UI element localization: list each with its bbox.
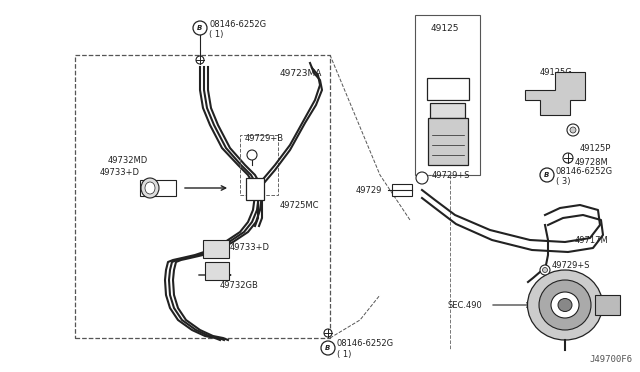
Text: 49732GB: 49732GB	[220, 280, 259, 289]
Text: ( 1): ( 1)	[209, 29, 223, 38]
Ellipse shape	[527, 270, 602, 340]
Text: 08146-6252G: 08146-6252G	[556, 167, 613, 176]
Circle shape	[570, 127, 576, 133]
Text: 49733+D: 49733+D	[230, 243, 270, 251]
Bar	[430, 103, 465, 118]
Bar	[205, 262, 229, 280]
Text: 49733+D: 49733+D	[100, 167, 140, 176]
Circle shape	[543, 267, 547, 273]
Bar	[595, 295, 620, 315]
Polygon shape	[525, 72, 585, 115]
Text: 49125G: 49125G	[540, 67, 573, 77]
Text: J49700F6: J49700F6	[589, 355, 632, 364]
Bar	[140, 180, 176, 196]
Bar	[427, 78, 469, 100]
Circle shape	[540, 168, 554, 182]
Ellipse shape	[539, 280, 591, 330]
Ellipse shape	[141, 178, 159, 198]
Text: 08146-6252G: 08146-6252G	[209, 19, 266, 29]
Text: B: B	[197, 25, 203, 31]
Bar	[240, 135, 278, 195]
Circle shape	[324, 329, 332, 337]
Text: 49725MC: 49725MC	[280, 201, 319, 209]
Circle shape	[247, 150, 257, 160]
Text: B: B	[544, 172, 550, 178]
Ellipse shape	[145, 182, 155, 194]
Text: 49717M: 49717M	[575, 235, 609, 244]
Bar	[203, 240, 229, 258]
Circle shape	[196, 56, 204, 64]
Text: 49729+B: 49729+B	[245, 134, 284, 142]
Bar	[246, 178, 264, 200]
Text: 49125P: 49125P	[580, 144, 611, 153]
Circle shape	[563, 153, 573, 163]
Circle shape	[321, 341, 335, 355]
Text: ( 1): ( 1)	[337, 350, 351, 359]
Bar	[75, 55, 330, 338]
Text: 49723MA: 49723MA	[280, 68, 323, 77]
Text: 49729+S: 49729+S	[432, 170, 470, 180]
Text: B: B	[325, 345, 331, 351]
Text: SEC.490: SEC.490	[447, 301, 482, 310]
Text: 08146-6252G: 08146-6252G	[337, 340, 394, 349]
Text: ( 3): ( 3)	[556, 176, 570, 186]
Bar	[415, 15, 480, 175]
Text: 49729: 49729	[356, 186, 382, 195]
Text: 49729+S: 49729+S	[552, 260, 591, 269]
Circle shape	[567, 124, 579, 136]
Circle shape	[540, 265, 550, 275]
Text: 49125: 49125	[431, 23, 460, 32]
Circle shape	[193, 21, 207, 35]
Text: 49732MD: 49732MD	[108, 155, 148, 164]
Bar	[392, 184, 412, 196]
Text: 49728M: 49728M	[575, 157, 609, 167]
Bar	[428, 118, 468, 165]
Circle shape	[416, 172, 428, 184]
Ellipse shape	[551, 292, 579, 318]
Ellipse shape	[558, 298, 572, 311]
Text: 49181M: 49181M	[430, 83, 463, 93]
